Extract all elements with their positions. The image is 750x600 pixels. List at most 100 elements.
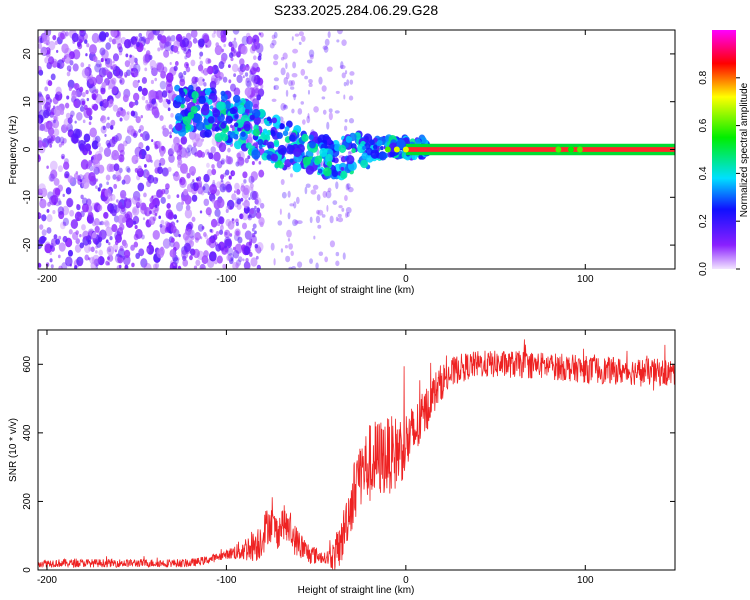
noise-blob [328, 108, 333, 113]
noise-blob [88, 84, 96, 94]
noise-blob [285, 89, 289, 97]
noise-blob [111, 149, 120, 161]
noise-blob [321, 96, 326, 100]
noise-blob [165, 98, 169, 103]
noise-blob [38, 155, 41, 160]
noise-blob [85, 53, 88, 57]
noise-blob [301, 35, 306, 42]
noise-blob [135, 116, 141, 124]
noise-blob [250, 257, 258, 267]
noise-blob [98, 146, 104, 153]
noise-blob [225, 205, 230, 211]
noise-blob [137, 197, 141, 202]
noise-blob [207, 191, 211, 195]
noise-blob [121, 217, 127, 223]
signal-blob [190, 105, 198, 115]
noise-blob [236, 189, 241, 195]
noise-blob [46, 135, 54, 145]
noise-blob [313, 235, 316, 240]
noise-blob [63, 53, 72, 64]
noise-blob [218, 61, 225, 70]
signal-blob [345, 154, 355, 165]
noise-blob [200, 266, 204, 269]
noise-blob [190, 146, 198, 156]
noise-blob [45, 93, 50, 100]
noise-blob [90, 156, 94, 160]
noise-blob [144, 163, 147, 168]
noise-blob [145, 50, 151, 57]
noise-blob [185, 66, 191, 73]
noise-blob [286, 229, 292, 238]
noise-blob [159, 115, 164, 121]
noise-blob [336, 39, 340, 43]
noise-blob [337, 217, 344, 223]
noise-blob [341, 39, 347, 46]
noise-blob [237, 150, 245, 161]
noise-blob [124, 213, 129, 218]
noise-blob [243, 187, 249, 196]
noise-blob [206, 69, 209, 73]
noise-blob [161, 167, 169, 177]
noise-blob [347, 151, 352, 157]
noise-blob [223, 229, 231, 239]
noise-blob [41, 214, 47, 222]
noise-blob [348, 95, 354, 101]
signal-blob [286, 120, 293, 128]
noise-blob [203, 232, 207, 237]
noise-blob [244, 157, 249, 164]
noise-blob [50, 264, 54, 269]
noise-blob [112, 243, 119, 252]
noise-blob [269, 42, 275, 49]
noise-blob [121, 179, 126, 185]
signal-blob [420, 136, 427, 144]
noise-blob [243, 246, 251, 256]
noise-blob [248, 197, 251, 201]
noise-blob [309, 258, 313, 264]
noise-blob [203, 173, 210, 183]
noise-blob [318, 251, 324, 257]
noise-blob [167, 194, 171, 200]
noise-blob [186, 172, 191, 179]
noise-blob [153, 209, 156, 214]
signal-blob [372, 144, 378, 150]
noise-blob [169, 62, 172, 65]
noise-blob [322, 45, 328, 50]
noise-blob [149, 89, 156, 98]
noise-blob [81, 100, 86, 106]
noise-blob [126, 111, 130, 115]
noise-blob [82, 236, 90, 246]
noise-blob [84, 39, 88, 44]
noise-blob [255, 255, 259, 260]
noise-blob [80, 194, 84, 200]
noise-blob [48, 173, 55, 182]
noise-blob [156, 30, 164, 36]
noise-blob [184, 195, 192, 205]
noise-blob [242, 258, 245, 262]
noise-blob [40, 235, 46, 244]
noise-blob [66, 197, 74, 208]
noise-blob [50, 169, 58, 179]
noise-blob [111, 77, 117, 85]
noise-blob [140, 115, 144, 119]
noise-blob [234, 182, 240, 191]
noise-blob [40, 46, 48, 56]
noise-blob [60, 30, 67, 40]
noise-blob [105, 239, 109, 244]
noise-blob [283, 77, 288, 85]
noise-blob [216, 197, 225, 209]
noise-blob [273, 258, 276, 266]
x-tick-label: 0 [403, 274, 409, 285]
noise-blob [232, 63, 239, 73]
noise-blob [38, 114, 44, 124]
noise-blob [154, 109, 160, 118]
signal-blob [360, 159, 369, 169]
noise-blob [288, 266, 293, 269]
noise-blob [38, 109, 47, 121]
noise-blob [105, 226, 113, 237]
noise-blob [287, 212, 291, 220]
noise-blob [123, 140, 128, 147]
noise-blob [190, 181, 196, 190]
noise-blob [39, 224, 44, 230]
noise-blob [94, 88, 99, 94]
noise-blob [68, 86, 72, 91]
